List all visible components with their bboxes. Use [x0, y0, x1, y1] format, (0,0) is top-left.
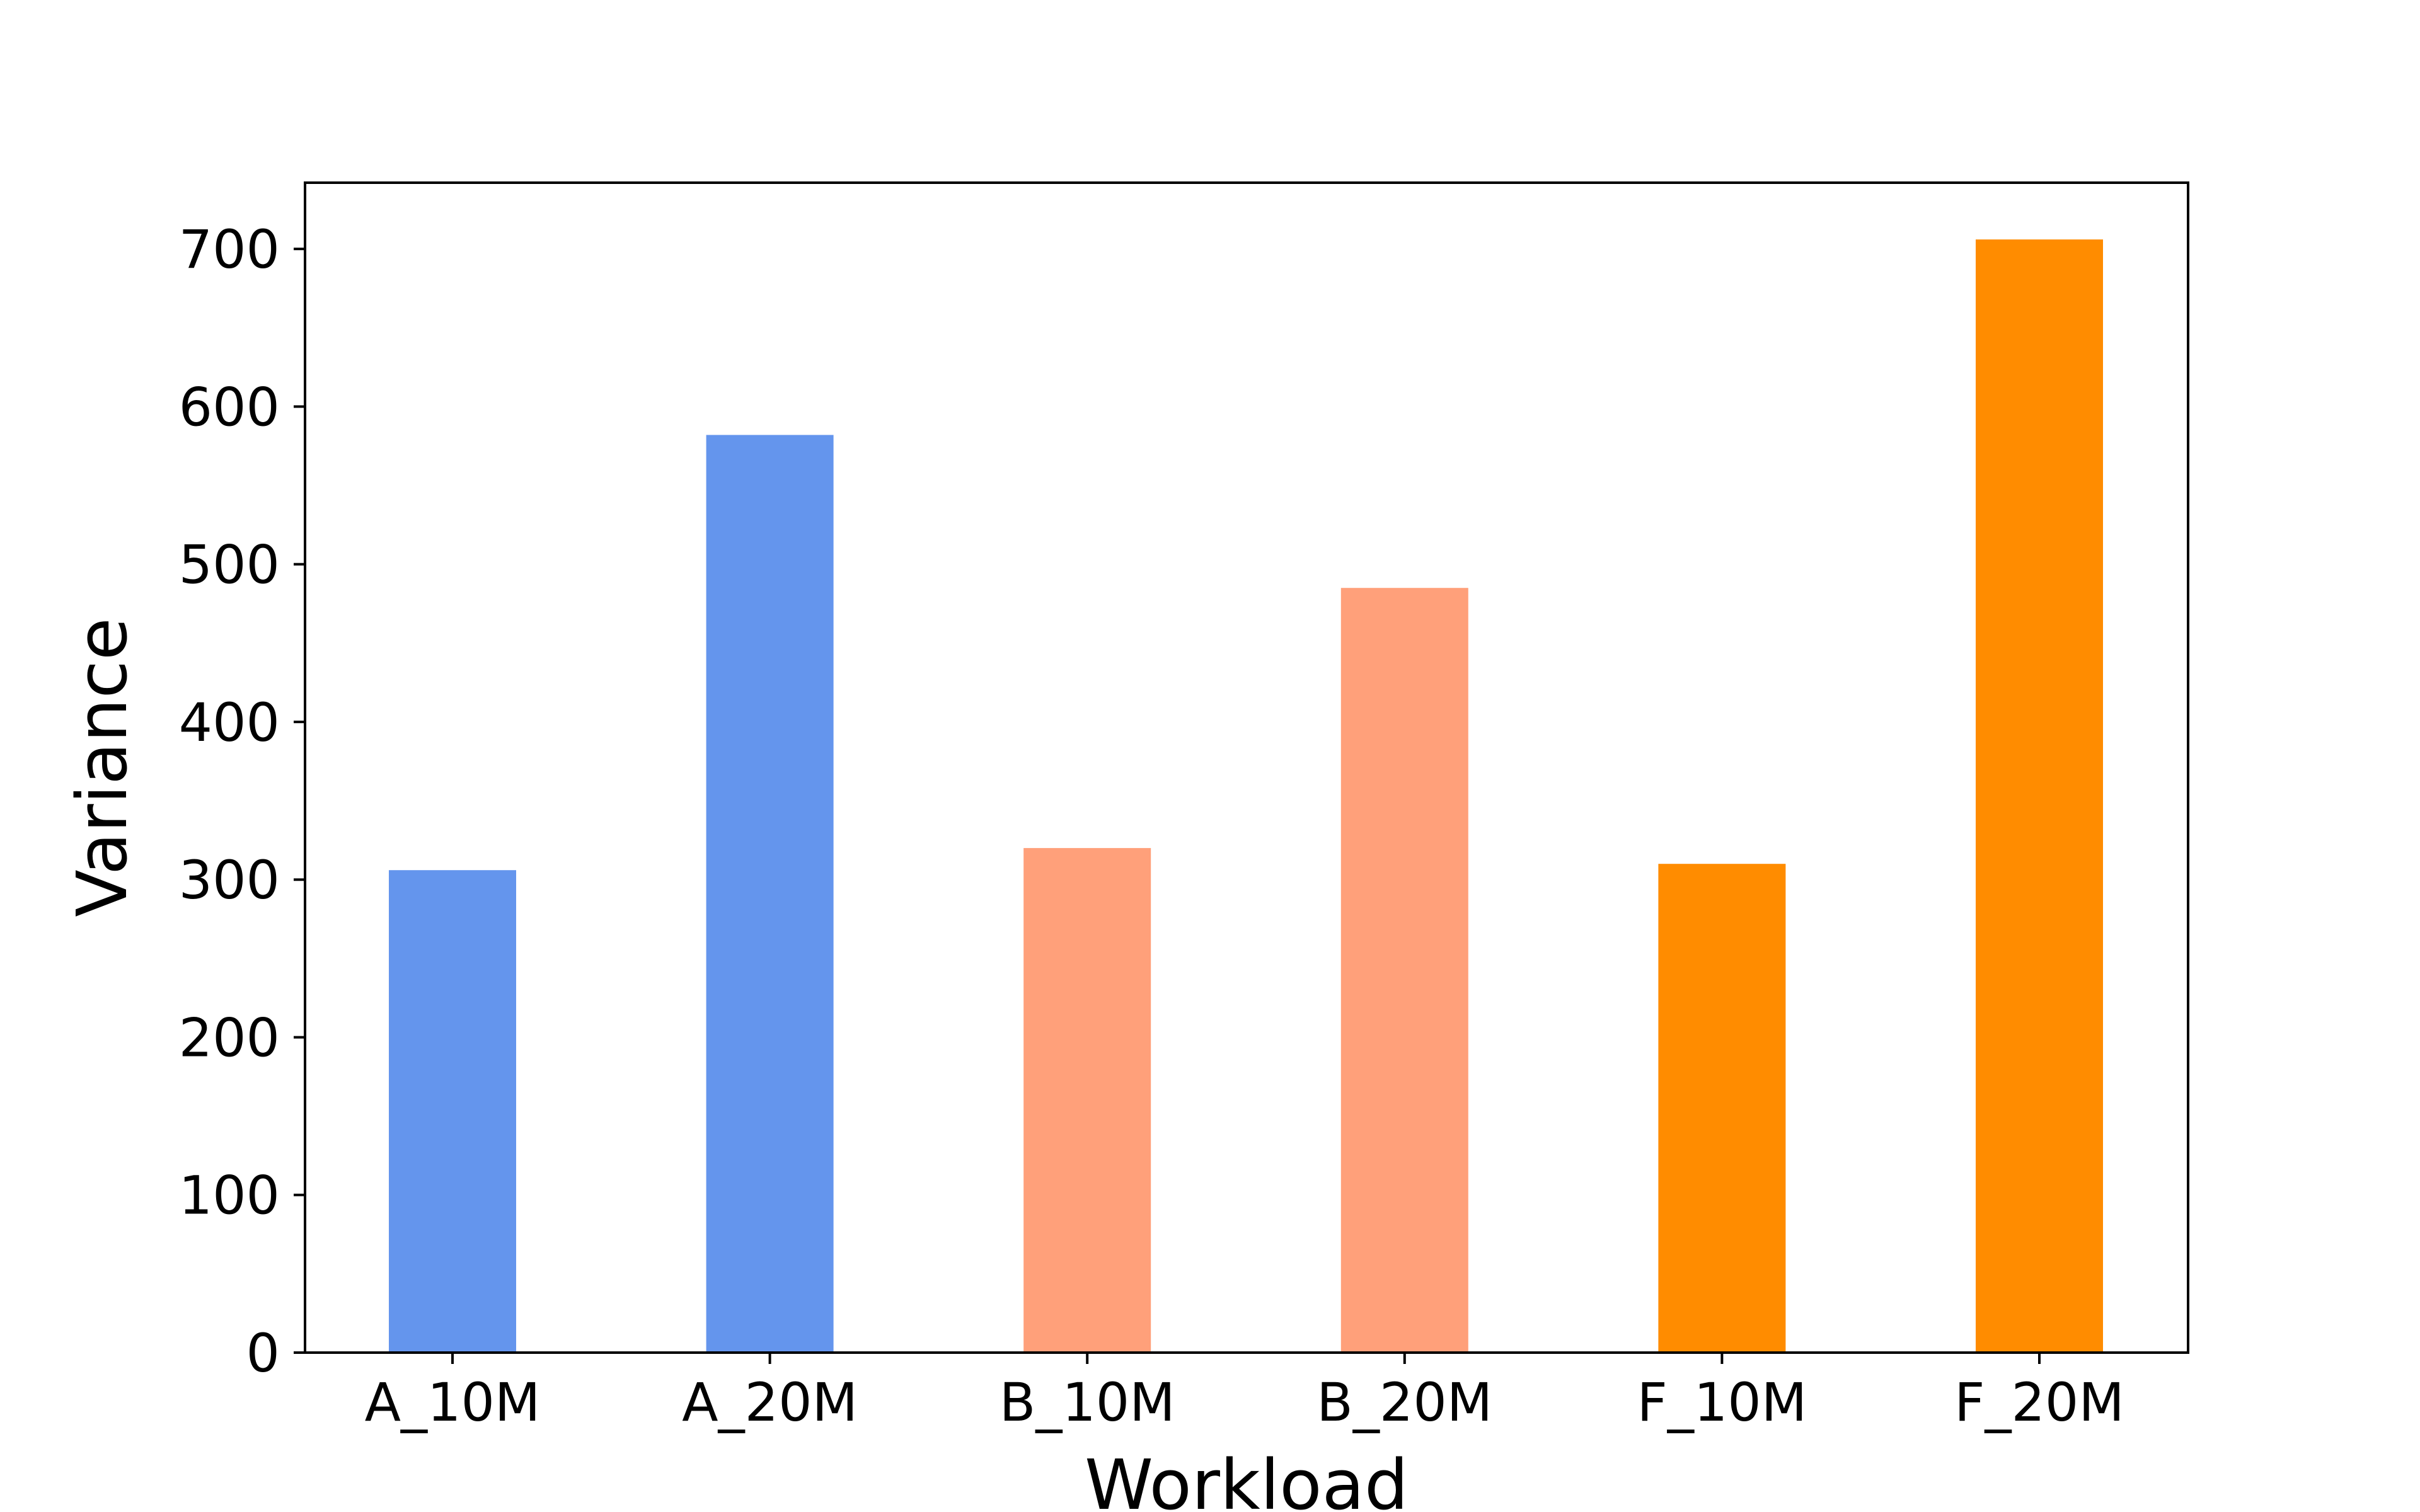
x-tick-label: A_20M — [682, 1372, 858, 1433]
bar-f-20m — [1976, 239, 2103, 1353]
x-tick-label: B_10M — [1000, 1372, 1175, 1433]
y-tick-label: 500 — [179, 534, 280, 596]
y-tick-label: 300 — [179, 849, 280, 911]
bar-a-10m — [389, 870, 516, 1353]
y-axis: 0 100 200 300 400 500 600 700 — [179, 219, 305, 1384]
y-tick-label: 400 — [179, 692, 280, 753]
x-tick-label: A_10M — [365, 1372, 541, 1433]
x-tick-label: B_20M — [1317, 1372, 1492, 1433]
y-tick-label: 700 — [179, 219, 280, 280]
x-tick-label: F_10M — [1637, 1372, 1807, 1433]
y-tick-label: 600 — [179, 376, 280, 438]
bar-f-10m — [1658, 864, 1786, 1353]
x-axis: A_10M A_20M B_10M B_20M F_10M F_20M — [365, 1353, 2124, 1433]
x-tick-label: F_20M — [1954, 1372, 2124, 1433]
x-axis-label: Workload — [1085, 1445, 1409, 1512]
bar-a-20m — [706, 435, 834, 1353]
y-tick-label: 100 — [179, 1165, 280, 1227]
bars-group — [389, 239, 2103, 1353]
bar-b-20m — [1340, 588, 1468, 1353]
y-tick-label: 0 — [246, 1322, 280, 1384]
y-tick-label: 200 — [179, 1007, 280, 1068]
bar-b-10m — [1023, 848, 1151, 1353]
plot-frame — [304, 181, 2189, 1354]
y-axis-label: Variance — [62, 617, 142, 917]
